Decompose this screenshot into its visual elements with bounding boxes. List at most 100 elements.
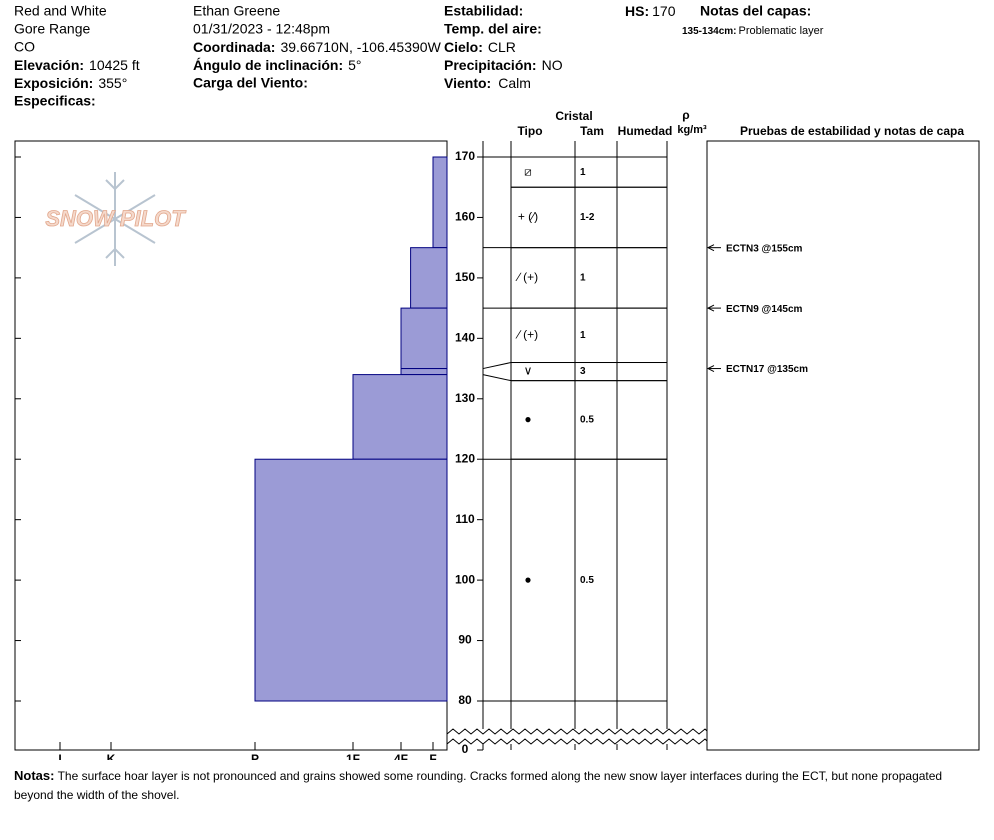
y-tick-label: 110: [455, 512, 475, 526]
datetime: 01/31/2023 - 12:48pm: [193, 21, 330, 37]
crystal-header: Cristal: [555, 109, 592, 123]
size-header: Tam: [580, 124, 604, 138]
tests-frame: [706, 140, 980, 751]
x-tick-label: 1F: [346, 752, 360, 760]
grain-row: [510, 458, 668, 702]
hardness-layer: [400, 368, 448, 376]
grain-size: 1: [580, 167, 586, 178]
specifics: Especificas:: [14, 93, 96, 109]
air-temp: Temp. del aire:: [444, 21, 542, 37]
layer-notes-title: Notas del capas:: [700, 3, 811, 19]
y-tick-label: 170: [455, 149, 475, 163]
hardness-layer: [352, 374, 448, 460]
observer: Ethan Greene: [193, 3, 280, 19]
stability: Estabilidad:: [444, 3, 523, 19]
layer-note: 135-134cm: Problematic layer: [682, 25, 824, 37]
grain-size: 0.5: [580, 575, 594, 586]
site: Red and White: [14, 3, 107, 19]
x-tick-label: I: [58, 752, 61, 760]
x-tick-label: F: [429, 752, 436, 760]
test-label: ECTN17 @135cm: [726, 364, 808, 375]
x-tick-label: 4F: [394, 752, 408, 760]
test-label: ECTN9 @145cm: [726, 304, 803, 315]
logo: [74, 172, 156, 266]
x-tick-label: K: [107, 752, 116, 760]
label: Viento:: [444, 75, 491, 91]
precipitation: Precipitación: NO: [444, 57, 563, 73]
hs: HS: 170: [625, 3, 676, 19]
type-header: Tipo: [517, 124, 542, 138]
value: 5°: [348, 57, 361, 73]
label: Exposición:: [14, 75, 93, 91]
grain-type: ●: [524, 412, 531, 426]
y-tick-label: 160: [455, 210, 475, 224]
value: CLR: [488, 39, 516, 55]
notes-label: Notas:: [14, 768, 55, 783]
y-tick-label: 130: [455, 391, 475, 405]
arrow-head: [706, 244, 715, 252]
grain-size: 0.5: [580, 415, 594, 426]
arrow-head: [706, 365, 715, 373]
range: Gore Range: [14, 21, 90, 37]
grain-size: 1: [580, 330, 586, 341]
depth: 135-134cm:: [682, 26, 736, 37]
grain-type: ∕ (+): [515, 327, 538, 341]
y-tick-label: 120: [455, 451, 475, 465]
test-label: ECTN3 @155cm: [726, 243, 803, 254]
layer-link: [482, 374, 512, 382]
hardness-layer: [410, 247, 448, 309]
layer-link: [482, 362, 512, 370]
value: 355°: [98, 75, 127, 91]
snow-profile: Red and White Gore Range CO Elevación: 10…: [14, 3, 980, 760]
hardness-layer: [254, 458, 448, 702]
y-tick-label: 100: [455, 572, 475, 586]
moisture-header: Humedad: [618, 124, 673, 138]
value: 170: [652, 3, 676, 19]
state: CO: [14, 39, 35, 55]
grain-size: 1: [580, 273, 586, 284]
label: Ángulo de inclinación:: [193, 57, 343, 73]
notes-text: The surface hoar layer is not pronounced…: [14, 769, 943, 802]
y-tick-label: 150: [455, 270, 475, 284]
y-tick-label: 90: [458, 633, 472, 647]
y-tick-label: 140: [455, 331, 475, 345]
grain-type: ●: [524, 572, 531, 586]
tests-header: Pruebas de estabilidad y notas de capa: [740, 124, 964, 138]
logo-text: SNOW PILOT: [45, 206, 186, 231]
text: Problematic layer: [738, 25, 823, 37]
hardness-layer: [432, 156, 448, 249]
axis-break: [446, 728, 708, 745]
label: Elevación:: [14, 57, 84, 73]
value: 39.66710N, -106.45390W: [280, 39, 441, 55]
notes: Notas: The surface hoar layer is not pro…: [14, 766, 974, 805]
y-tick-label: 0: [462, 742, 469, 756]
aspect: Exposición: 355°: [14, 75, 127, 91]
coordinates: Coordinada: 39.66710N, -106.45390W: [193, 39, 442, 55]
density-unit: kg/m³: [677, 124, 707, 136]
grain-type: + (∕): [518, 210, 538, 224]
value: 10425 ft: [89, 57, 140, 73]
elevation: Elevación: 10425 ft: [14, 57, 140, 73]
wind-loading: Carga del Viento:: [193, 75, 308, 91]
label: Coordinada:: [193, 39, 275, 55]
label: HS:: [625, 3, 649, 19]
slope: Ángulo de inclinación: 5°: [193, 57, 362, 73]
x-tick-label: P: [251, 752, 259, 760]
label: Cielo:: [444, 39, 483, 55]
label: Precipitación:: [444, 57, 537, 73]
grain-type: ∨: [524, 364, 533, 378]
value: NO: [542, 57, 563, 73]
grain-size: 1-2: [580, 212, 595, 223]
wind: Viento: Calm: [444, 75, 531, 91]
y-tick-label: 80: [458, 693, 472, 707]
hardness-layer: [400, 307, 448, 370]
arrow-head: [706, 304, 715, 312]
grain-type: ⧄: [524, 164, 532, 178]
grain-type: ∕ (+): [515, 270, 538, 284]
grain-row: [510, 156, 668, 188]
density-header: ρ: [682, 108, 689, 122]
value: Calm: [498, 75, 531, 91]
grain-row: [510, 362, 668, 382]
grain-size: 3: [580, 366, 586, 377]
